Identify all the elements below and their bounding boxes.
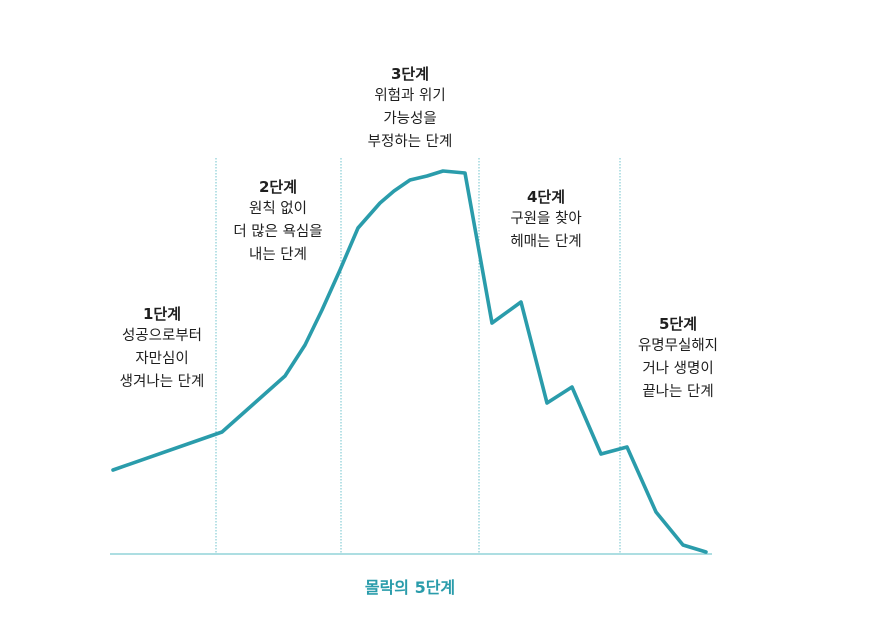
stage-1-desc-line-2: 자만심이 <box>135 351 189 367</box>
stage-5-title: 5단계 <box>658 315 698 333</box>
stage-2-desc-line-1: 원칙 없이 <box>249 201 307 217</box>
stage-5-desc-line-2: 거나 생명이 <box>642 361 714 377</box>
stage-4-desc-line-2: 헤매는 단계 <box>510 234 582 250</box>
stage-1-label: 1단계 성공으로부터 자만심이 생겨나는 단계 <box>62 303 262 394</box>
stage-5-label: 5단계 유명무실해지 거나 생명이 끝나는 단계 <box>578 313 778 404</box>
stage-3-title: 3단계 <box>390 65 430 83</box>
stage-4-title: 4단계 <box>526 188 566 206</box>
stage-1-desc-line-3: 생겨나는 단계 <box>119 374 205 390</box>
stage-3-desc-line-2: 가능성을 <box>383 111 437 127</box>
stage-5-desc-line-3: 끝나는 단계 <box>642 384 714 400</box>
stage-3-label: 3단계 위험과 위기 가능성을 부정하는 단계 <box>310 63 510 154</box>
stage-1-title: 1단계 <box>142 305 182 323</box>
diagram-caption: 몰락의 5단계 <box>364 578 456 597</box>
stage-4-label: 4단계 구원을 찾아 헤매는 단계 <box>446 186 646 254</box>
stage-1-desc-line-1: 성공으로부터 <box>121 328 203 344</box>
stage-3-desc-line-1: 위험과 위기 <box>374 88 446 104</box>
decline-curve <box>111 169 708 554</box>
stage-2-title: 2단계 <box>258 178 298 196</box>
stage-2-desc-line-3: 내는 단계 <box>249 247 307 263</box>
stage-2-desc-line-2: 더 많은 욕심을 <box>233 224 323 240</box>
stage-3-desc-line-3: 부정하는 단계 <box>367 134 453 150</box>
stage-4-desc-line-1: 구원을 찾아 <box>510 211 582 227</box>
stage-2-label: 2단계 원칙 없이 더 많은 욕심을 내는 단계 <box>178 176 378 267</box>
stage-5-desc-line-1: 유명무실해지 <box>637 338 719 354</box>
